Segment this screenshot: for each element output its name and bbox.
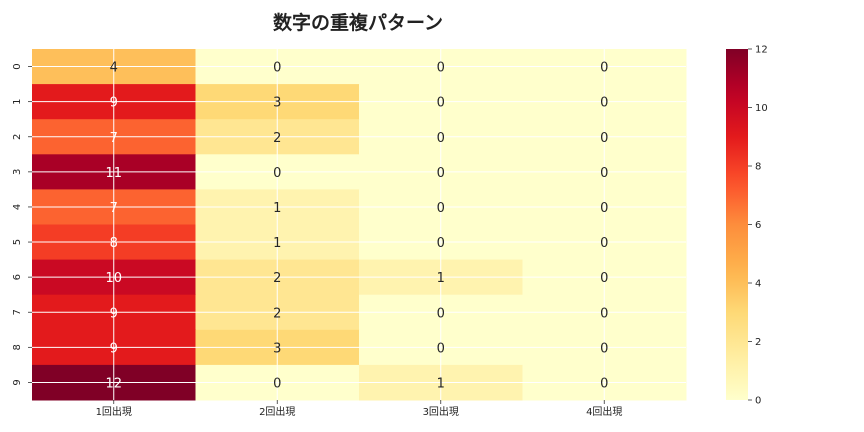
cell-value-label: 0 — [437, 201, 445, 216]
cell-value-label: 1 — [273, 201, 281, 216]
colorbar-tick-label: 0 — [755, 396, 761, 407]
cell-value-label: 0 — [437, 166, 445, 181]
cell-value-label: 0 — [600, 271, 608, 286]
colorbar-tick-label: 12 — [755, 45, 768, 56]
cell-value-label: 0 — [437, 341, 445, 356]
cell-value-label: 0 — [600, 376, 608, 391]
y-tick-label: 5 — [12, 239, 23, 245]
y-tick-label: 8 — [12, 344, 23, 350]
colorbar-tick-label: 2 — [755, 337, 761, 348]
cell-value-label: 2 — [273, 271, 281, 286]
cell-value-label: 0 — [600, 306, 608, 321]
colorbar-tick-label: 10 — [755, 103, 768, 114]
cell-value-label: 0 — [273, 166, 281, 181]
y-tick-label: 4 — [12, 204, 23, 210]
cell-value-label: 9 — [110, 306, 118, 321]
cell-value-label: 4 — [110, 61, 118, 76]
y-tick-label: 0 — [12, 63, 23, 69]
cell-value-label: 2 — [273, 306, 281, 321]
cell-value-label: 7 — [110, 201, 118, 216]
cell-value-label: 12 — [105, 376, 122, 391]
gridlines — [32, 49, 686, 400]
y-tick-label: 3 — [12, 169, 23, 175]
cell-value-label: 0 — [600, 341, 608, 356]
colorbar-gradient — [726, 49, 748, 400]
cell-value-label: 0 — [600, 166, 608, 181]
cell-value-label: 0 — [600, 131, 608, 146]
cell-value-label: 0 — [600, 236, 608, 251]
x-tick-label: 1回出現 — [96, 405, 132, 418]
cell-value-label: 1 — [437, 376, 445, 391]
cell-value-label: 0 — [273, 376, 281, 391]
cell-value-label: 10 — [105, 271, 122, 286]
cell-value-label: 0 — [600, 201, 608, 216]
cell-value-label: 0 — [437, 61, 445, 76]
cell-value-label: 2 — [273, 131, 281, 146]
x-tick-label: 3回出現 — [423, 405, 459, 418]
y-axis: 0 1 2 3 4 5 6 7 8 9 — [12, 63, 32, 386]
x-axis: 1回出現 2回出現 3回出現 4回出現 — [96, 400, 622, 418]
colorbar-tick-label: 8 — [755, 162, 761, 173]
cell-value-label: 9 — [110, 96, 118, 111]
colorbar: 0 2 4 6 8 10 12 — [726, 45, 768, 407]
cell-value-label: 0 — [600, 96, 608, 111]
cell-value-label: 11 — [105, 166, 122, 181]
x-tick-label: 2回出現 — [259, 405, 295, 418]
y-tick-label: 7 — [12, 309, 23, 315]
cell-value-label: 1 — [437, 271, 445, 286]
y-tick-label: 6 — [12, 274, 23, 280]
cell-value-label: 7 — [110, 131, 118, 146]
cell-value-label: 0 — [600, 61, 608, 76]
colorbar-tick-label: 4 — [755, 279, 761, 290]
colorbar-tick-label: 6 — [755, 220, 761, 231]
cell-value-label: 8 — [110, 236, 118, 251]
y-tick-label: 1 — [12, 98, 23, 104]
y-tick-label: 2 — [12, 134, 23, 140]
cell-value-label: 9 — [110, 341, 118, 356]
cell-value-label: 0 — [273, 61, 281, 76]
cell-value-label: 3 — [273, 96, 281, 111]
cell-value-label: 0 — [437, 96, 445, 111]
cell-labels: 4 0 0 09 3 0 07 2 0 011 0 0 07 1 0 08 1 0 010 2 1 09 2 0 09 3 0 012… — [105, 61, 608, 392]
y-tick-label: 9 — [12, 379, 23, 385]
cell-value-label: 3 — [273, 341, 281, 356]
cell-value-label: 1 — [273, 236, 281, 251]
cell-value-label: 0 — [437, 306, 445, 321]
x-tick-label: 4回出現 — [586, 405, 622, 418]
cell-value-label: 0 — [437, 236, 445, 251]
chart-title: 数字の重複パターン — [273, 11, 443, 34]
cell-value-label: 0 — [437, 131, 445, 146]
